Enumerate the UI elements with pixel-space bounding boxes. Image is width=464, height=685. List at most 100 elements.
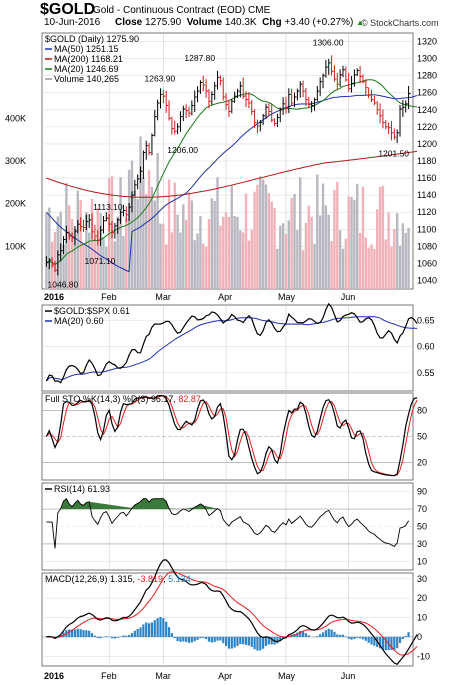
year-tick-label: 2016 [44, 292, 64, 302]
macd-histogram-bar [264, 636, 268, 646]
volume-bar [142, 177, 145, 289]
legend-label: Volume 140,265 [54, 74, 119, 84]
macd-histogram-bar [222, 636, 225, 644]
ratio-ma-legend-label: MA(20) 0.60 [54, 316, 104, 326]
volume-bar [401, 223, 405, 289]
macd-histogram-bar [182, 636, 185, 642]
volume-bar [290, 197, 293, 289]
volume-bar [162, 223, 165, 289]
volume-bar [310, 216, 313, 289]
volume-bar [313, 243, 316, 289]
volume-bar [244, 193, 248, 289]
volume-bar [333, 189, 336, 289]
volume-bar [395, 213, 399, 289]
chart-subtitle: Gold - Continuous Contract (EOD) CME [93, 5, 271, 16]
volume-bar [170, 232, 174, 289]
macd-histogram-bar [324, 630, 327, 637]
volume-bar [381, 185, 385, 289]
price-tick-label: 1120 [417, 207, 436, 217]
volume-bar [79, 200, 82, 289]
volume-bar [407, 227, 410, 289]
sto-tick-label: 50 [417, 432, 427, 442]
macd-histogram-bar [367, 636, 370, 643]
volume-bar [224, 212, 228, 289]
macd-histogram-bar [130, 633, 134, 637]
volume-bar [219, 225, 222, 289]
volume-bar [73, 228, 77, 289]
macd-histogram-bar [270, 636, 273, 645]
macd-histogram-bar [282, 636, 285, 639]
macd-histogram-bar [128, 635, 131, 637]
macd-histogram-bar [339, 634, 342, 637]
macd-histogram-bar [250, 636, 253, 647]
volume-bar [273, 208, 276, 289]
volume-bar [361, 186, 365, 289]
volume-bar [102, 237, 105, 289]
volume-bar [241, 232, 245, 289]
volume-bar [344, 238, 348, 289]
macd-histogram-bar [165, 621, 168, 637]
month-tick-label: Jun [341, 292, 356, 302]
legend-label: MA(20) 1246.69 [54, 64, 119, 74]
volume-bar [139, 136, 142, 289]
macd-histogram-bar [125, 635, 128, 637]
volume-bar [256, 184, 259, 289]
macd-histogram-bar [299, 631, 302, 637]
macd-tick-label: 0 [417, 632, 422, 642]
macd-histogram-bar [256, 636, 259, 651]
volume-bar [125, 218, 128, 289]
volume-bar [145, 194, 148, 289]
volume-bar [153, 200, 156, 289]
volume-bar [176, 214, 179, 289]
volume-bar [341, 248, 345, 289]
macd-histogram-bar [59, 634, 62, 637]
macd-histogram-bar [224, 636, 228, 646]
volume-bar [393, 229, 396, 289]
volume-bar [85, 212, 88, 289]
volume-bar [253, 191, 256, 289]
rsi-tick-label: 90 [417, 487, 427, 497]
macd-histogram-bar [353, 636, 356, 639]
volume-bar [156, 152, 159, 289]
macd-histogram-bar [113, 636, 116, 639]
macd-value-legend: MACD(12,26,9) 1.315, [45, 574, 138, 584]
volume-bar [287, 220, 291, 289]
volume-bar [250, 229, 253, 289]
macd-histogram-bar [139, 627, 142, 637]
price-tick-label: 1160 [417, 173, 436, 183]
price-annotation: 1206.00 [167, 145, 198, 155]
macd-histogram-bar [401, 636, 404, 640]
volume-bar [264, 184, 268, 289]
volume-bar [230, 186, 233, 289]
macd-histogram-bar [90, 633, 94, 637]
macd-histogram-bar [347, 636, 350, 639]
macd-histogram-bar [73, 629, 77, 637]
macd-histogram-bar [390, 636, 393, 650]
volume-bar [119, 177, 122, 289]
volume-bar [193, 240, 196, 289]
volume-bar [390, 246, 393, 289]
macd-histogram-bar [227, 636, 231, 649]
macd-histogram-bar [153, 620, 156, 637]
volume-bar [164, 244, 168, 289]
macd-histogram-bar [393, 636, 396, 650]
sto-legend-label: Full STO %K(14,3) %D(3) 96.17, 82.87 [45, 394, 201, 404]
volume-bar [307, 205, 310, 289]
volume-tick-label: 200K [5, 199, 26, 209]
macd-histogram-bar [122, 635, 125, 637]
macd-histogram-bar [159, 617, 162, 637]
volume-bar [213, 200, 216, 289]
legend-label: MA(200) 1168.21 [54, 54, 123, 64]
macd-histogram-bar [239, 636, 242, 645]
macd-histogram-bar [68, 629, 71, 637]
rsi-tick-label: 10 [417, 556, 427, 566]
macd-histogram-bar [267, 636, 270, 645]
macd-histogram-bar [236, 636, 239, 646]
macd-histogram-bar [187, 636, 191, 643]
month-tick-label: May [278, 292, 296, 302]
panel-frame-ratio [41, 304, 414, 392]
volume-bar [296, 230, 299, 289]
price-annotation: 1201.50 [378, 149, 409, 159]
volume-bar [182, 204, 185, 289]
